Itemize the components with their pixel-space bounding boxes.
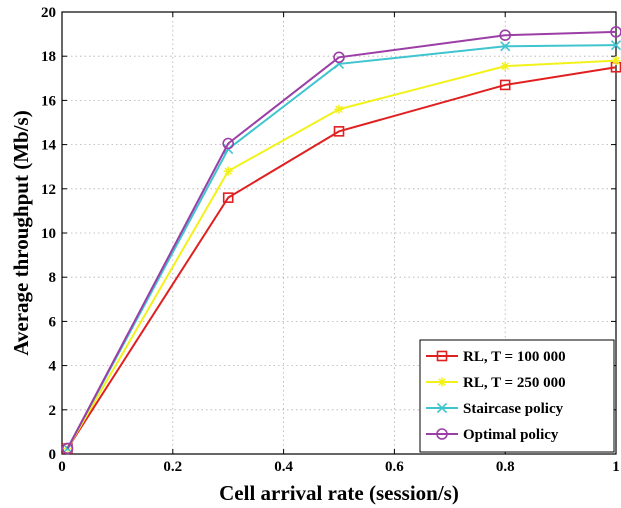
series-circle xyxy=(61,26,621,455)
y-tick-label: 2 xyxy=(49,403,57,419)
x-axis-label: Cell arrival rate (session/s) xyxy=(219,481,459,505)
y-axis-label: Average throughput (Mb/s) xyxy=(9,110,33,355)
data-point xyxy=(61,442,74,455)
series xyxy=(61,26,621,455)
data-point xyxy=(500,41,511,52)
x-tick-label: 0.4 xyxy=(274,459,293,475)
y-tick-label: 8 xyxy=(49,270,57,286)
data-point xyxy=(334,104,344,114)
legend-label: RL, T = 250 000 xyxy=(463,375,566,391)
y-tick-label: 20 xyxy=(41,5,56,21)
data-point xyxy=(500,61,510,71)
legend-item: RL, T = 250 000 xyxy=(426,375,566,391)
series-line xyxy=(66,66,617,450)
y-tick-label: 18 xyxy=(41,49,56,65)
y-tick-label: 16 xyxy=(41,93,57,109)
y-tick-label: 4 xyxy=(49,359,57,375)
data-point xyxy=(499,29,512,42)
legend-label: Optimal policy xyxy=(463,427,559,443)
y-tick-label: 0 xyxy=(49,447,57,463)
legend-marker xyxy=(436,350,448,362)
legend-marker xyxy=(436,402,448,414)
x-tick-label: 0.2 xyxy=(163,459,182,475)
data-point xyxy=(610,26,621,38)
data-point xyxy=(222,137,234,150)
data-point xyxy=(333,126,345,137)
y-tick-label: 12 xyxy=(41,182,56,198)
y-tick-label: 10 xyxy=(41,226,56,242)
x-tick-label: 0.8 xyxy=(496,459,515,475)
legend-item: Optimal policy xyxy=(426,427,559,443)
y-tick-label: 14 xyxy=(41,138,57,154)
legend-marker xyxy=(436,428,448,440)
x-tick-label: 0.6 xyxy=(385,459,404,475)
grid xyxy=(62,12,616,454)
data-point xyxy=(610,40,621,51)
data-point xyxy=(611,56,621,66)
series-square xyxy=(62,61,621,454)
legend-label: RL, T = 100 000 xyxy=(463,349,566,365)
legend-item: RL, T = 100 000 xyxy=(426,349,566,365)
data-point xyxy=(222,192,234,203)
data-point xyxy=(499,79,511,91)
x-tick-label: 0 xyxy=(58,459,66,475)
data-point xyxy=(223,166,233,176)
legend-marker xyxy=(437,377,447,387)
series-line xyxy=(66,30,617,449)
legend-item: Staircase policy xyxy=(426,401,564,417)
legend-label: Staircase policy xyxy=(463,401,564,417)
data-point xyxy=(333,51,345,64)
legend: RL, T = 100 000 RL, T = 250 000 Staircase … xyxy=(419,339,615,453)
x-tick-label: 1 xyxy=(612,459,620,475)
y-tick-label: 6 xyxy=(49,314,57,330)
